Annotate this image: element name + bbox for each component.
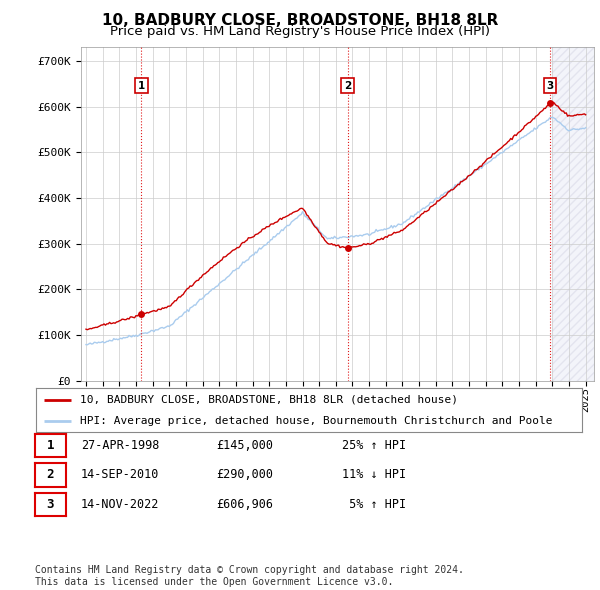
Text: 3: 3 [47, 498, 54, 511]
Bar [553, 47, 594, 381]
Text: 10, BADBURY CLOSE, BROADSTONE, BH18 8LR (detached house): 10, BADBURY CLOSE, BROADSTONE, BH18 8LR … [80, 395, 458, 405]
Text: 2: 2 [344, 81, 351, 90]
Text: 10, BADBURY CLOSE, BROADSTONE, BH18 8LR: 10, BADBURY CLOSE, BROADSTONE, BH18 8LR [102, 13, 498, 28]
Text: 25% ↑ HPI: 25% ↑ HPI [342, 439, 406, 452]
Text: 27-APR-1998: 27-APR-1998 [81, 439, 160, 452]
Text: 5% ↑ HPI: 5% ↑ HPI [342, 498, 406, 511]
Text: 1: 1 [47, 439, 54, 452]
Bar [553, 47, 594, 381]
Text: 14-NOV-2022: 14-NOV-2022 [81, 498, 160, 511]
Text: 11% ↓ HPI: 11% ↓ HPI [342, 468, 406, 481]
Text: HPI: Average price, detached house, Bournemouth Christchurch and Poole: HPI: Average price, detached house, Bour… [80, 416, 552, 426]
Text: 1: 1 [137, 81, 145, 90]
Text: £145,000: £145,000 [216, 439, 273, 452]
Text: £290,000: £290,000 [216, 468, 273, 481]
Text: 14-SEP-2010: 14-SEP-2010 [81, 468, 160, 481]
Text: £606,906: £606,906 [216, 498, 273, 511]
Text: Contains HM Land Registry data © Crown copyright and database right 2024.
This d: Contains HM Land Registry data © Crown c… [35, 565, 464, 587]
Text: 2: 2 [47, 468, 54, 481]
Text: Price paid vs. HM Land Registry's House Price Index (HPI): Price paid vs. HM Land Registry's House … [110, 25, 490, 38]
Text: 3: 3 [547, 81, 554, 90]
